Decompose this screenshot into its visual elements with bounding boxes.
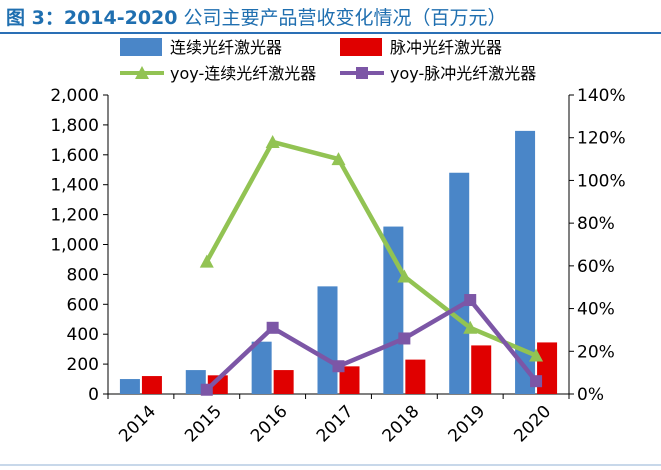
x-tick-label: 2016 <box>247 402 292 447</box>
bar-cw <box>449 172 470 394</box>
title-years: 2014-2020 <box>63 7 178 29</box>
legend-swatch <box>120 38 162 56</box>
y-left-tick-label: 1,200 <box>50 206 99 226</box>
bar-cw <box>119 379 140 394</box>
y-right-tick-label: 80% <box>577 214 615 234</box>
title-divider <box>0 32 661 34</box>
point-yoy-cw <box>265 134 280 148</box>
point-yoy-cw <box>199 254 214 268</box>
y-left-tick-label: 1,400 <box>50 176 99 196</box>
bar-pulse <box>273 370 294 394</box>
legend-marker <box>135 66 149 79</box>
x-tick-label: 2020 <box>510 402 555 447</box>
bar-pulse <box>141 376 162 394</box>
bar-pulse <box>471 345 492 394</box>
legend-label: 脉冲光纤激光器 <box>390 38 502 57</box>
legend-item: 脉冲光纤激光器 <box>340 38 502 57</box>
legend-swatch <box>340 38 382 56</box>
bar-cw <box>251 341 272 394</box>
legend-item: yoy-连续光纤激光器 <box>120 64 316 83</box>
bar-pulse <box>339 366 360 394</box>
point-yoy-pulse <box>332 360 345 373</box>
x-tick-label: 2015 <box>181 402 226 447</box>
x-tick-label: 2014 <box>115 402 160 447</box>
legend-label: yoy-脉冲光纤激光器 <box>390 64 536 83</box>
point-yoy-pulse <box>200 383 213 396</box>
bar-pulse <box>405 359 426 394</box>
bar-cw <box>515 130 536 394</box>
title-prefix: 图 3： <box>6 7 64 29</box>
y-left-tick-label: 600 <box>67 295 99 315</box>
point-yoy-pulse <box>266 321 279 334</box>
bar-cw <box>383 226 404 394</box>
x-tick-label: 2018 <box>379 402 424 447</box>
title-rest: 公司主要产品营收变化情况（百万元） <box>177 7 507 29</box>
y-left-tick-label: 1,600 <box>50 146 99 166</box>
y-left-tick-label: 0 <box>88 385 99 405</box>
legend-label: 连续光纤激光器 <box>170 38 282 57</box>
legend: 连续光纤激光器 脉冲光纤激光器 yoy-连续光纤激光器 yoy-脉冲光纤激光器 <box>120 38 536 83</box>
legend-label: yoy-连续光纤激光器 <box>170 64 316 83</box>
y-left-tick-label: 800 <box>67 265 99 285</box>
x-tick-label: 2019 <box>445 402 490 447</box>
legend-marker <box>356 67 368 79</box>
point-yoy-cw <box>397 269 412 283</box>
line-yoy-pulse <box>205 297 538 392</box>
bottom-divider <box>0 464 661 466</box>
legend-item: 连续光纤激光器 <box>120 38 282 57</box>
y-right-tick-label: 60% <box>577 257 615 277</box>
y-right-tick-label: 0% <box>577 385 604 405</box>
point-yoy-cw <box>331 152 346 166</box>
point-yoy-pulse <box>464 294 477 307</box>
point-yoy-cw <box>529 348 544 362</box>
plot-area: 0 200 400 600 800 1,000 1,200 1,400 1,600 1,800 2,… <box>50 86 625 446</box>
title-bar: 图 3：2014-2020 公司主要产品营收变化情况（百万元） <box>0 0 661 30</box>
line-yoy-cw <box>204 139 537 358</box>
y-right-tick-label: 100% <box>577 171 626 191</box>
bar-cw <box>317 286 338 394</box>
y-right-tick-label: 20% <box>577 342 615 362</box>
x-tick-label: 2017 <box>313 402 358 447</box>
y-right-tick-label: 40% <box>577 300 615 320</box>
y-left-tick-label: 1,800 <box>50 116 99 136</box>
y-left-tick-label: 200 <box>67 355 99 375</box>
y-left-tick-label: 2,000 <box>50 86 99 106</box>
y-right-tick-label: 120% <box>577 129 626 149</box>
point-yoy-pulse <box>398 332 411 345</box>
point-yoy-cw <box>463 320 478 334</box>
y-left-tick-label: 400 <box>67 325 99 345</box>
page-title: 图 3：2014-2020 公司主要产品营收变化情况（百万元） <box>6 3 507 30</box>
y-right-tick-label: 140% <box>577 86 626 106</box>
legend-item: yoy-脉冲光纤激光器 <box>340 64 536 83</box>
y-left-tick-label: 1,000 <box>50 236 99 256</box>
point-yoy-pulse <box>530 375 543 388</box>
